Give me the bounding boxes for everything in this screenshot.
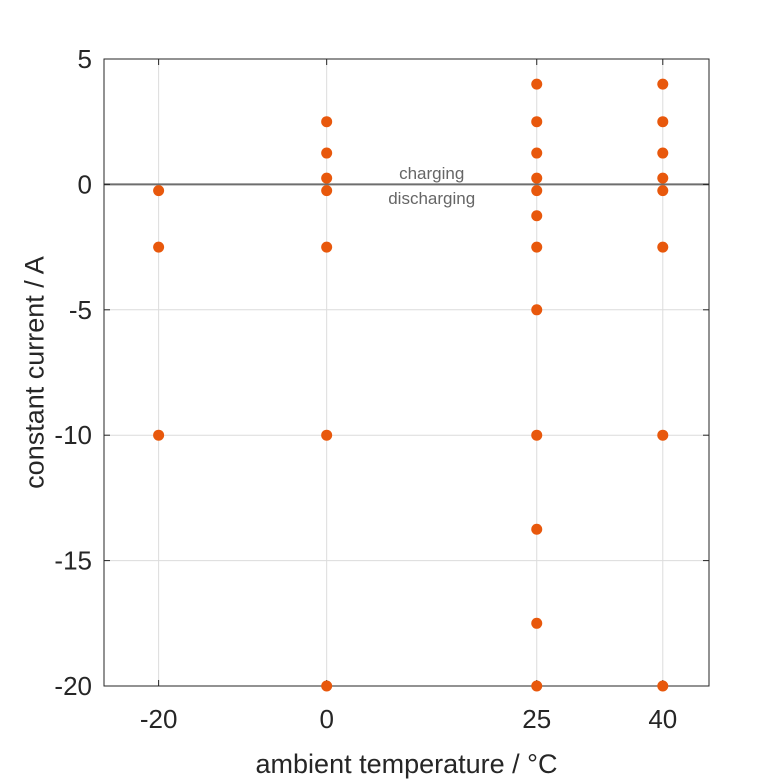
data-point [657,185,669,197]
data-point [657,680,669,692]
data-point [531,78,543,90]
y-tick-label: 5 [78,44,92,74]
y-tick-label: -15 [54,546,92,576]
y-tick-label: 0 [78,169,92,199]
data-point [321,241,333,253]
x-axis-label: ambient temperature / °C [256,749,558,779]
data-point [153,429,165,441]
data-point [321,185,333,197]
data-point [321,680,333,692]
x-tick-label: 0 [319,704,333,734]
x-tick-labels: -20 0 25 40 [140,704,677,734]
y-tick-label: -10 [54,420,92,450]
data-point [153,241,165,253]
data-point [531,680,543,692]
data-point [531,429,543,441]
data-point [657,78,669,90]
x-tick-label: 25 [522,704,551,734]
plot-area-frame [103,58,710,687]
data-point [657,429,669,441]
x-tick-label: 40 [648,704,677,734]
data-point [657,241,669,253]
data-point [531,147,543,159]
annotation-discharging: discharging [388,189,475,208]
annotation-charging: charging [399,164,464,183]
axis-ticks [104,58,709,687]
data-point [531,304,543,316]
data-point [321,147,333,159]
data-point [531,617,543,629]
data-point [153,185,165,197]
data-point [531,241,543,253]
data-point [531,523,543,535]
data-point [531,210,543,222]
data-point [531,116,543,128]
x-tick-label: -20 [140,704,178,734]
y-axis-label: constant current / A [19,256,49,489]
data-point [321,172,333,184]
y-tick-label: -5 [69,295,92,325]
data-point [657,172,669,184]
data-points [153,78,669,692]
annotations: charging discharging [388,164,475,208]
data-point [531,172,543,184]
grid [104,58,709,687]
y-tick-label: -20 [54,671,92,701]
y-tick-labels: 5 0 -5 -10 -15 -20 [54,44,92,701]
data-point [657,147,669,159]
data-point [657,116,669,128]
data-point [321,116,333,128]
data-point [531,185,543,197]
data-point [321,429,333,441]
